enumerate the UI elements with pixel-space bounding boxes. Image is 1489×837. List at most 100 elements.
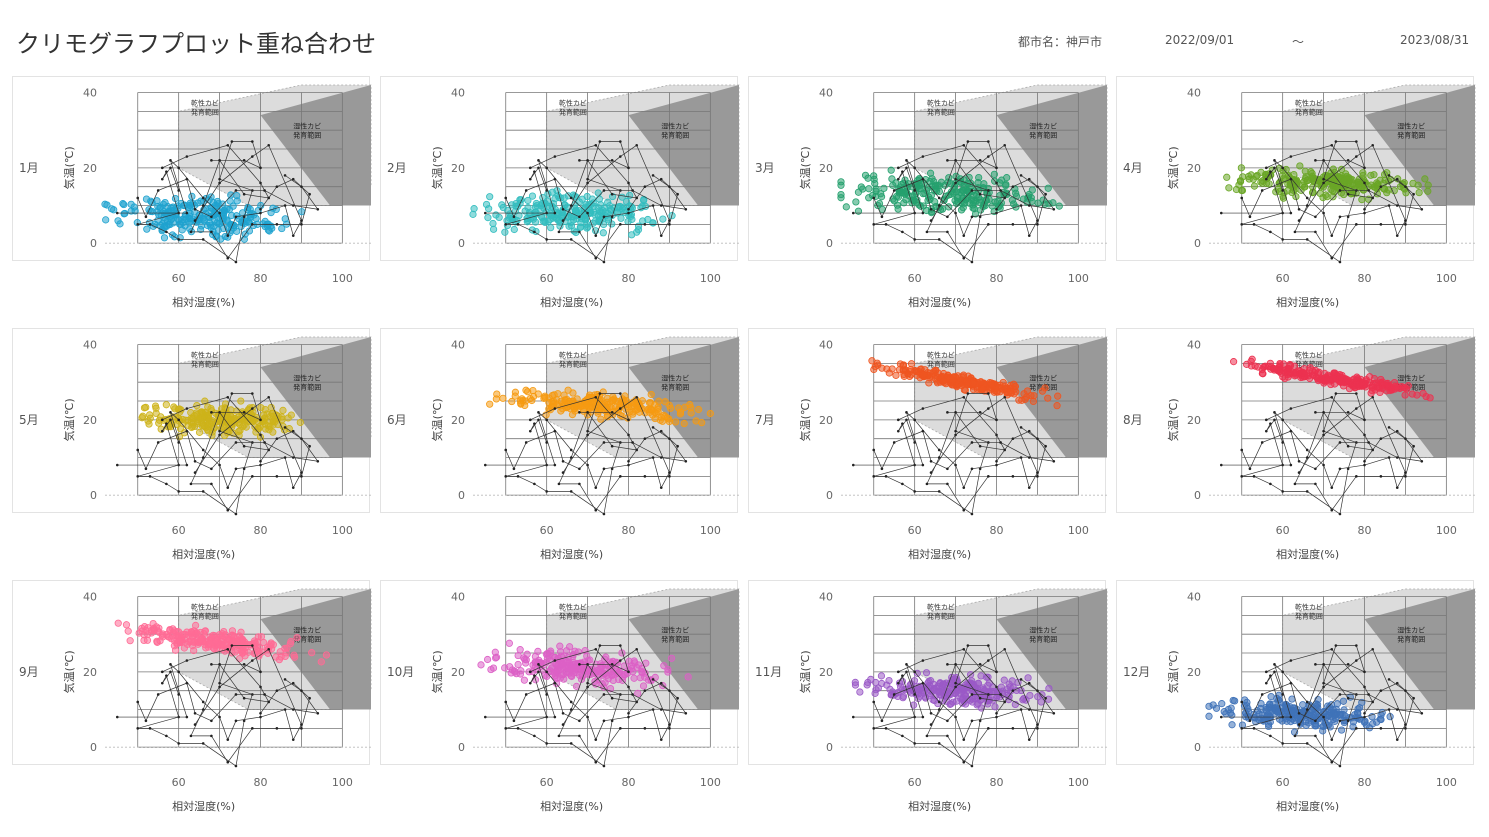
climograph-point: [995, 166, 998, 170]
climograph-point: [631, 693, 634, 696]
data-point: [661, 398, 669, 406]
data-point: [894, 689, 902, 697]
climograph-point: [201, 490, 205, 493]
climograph-point: [528, 429, 532, 433]
climograph-point: [1252, 475, 1256, 478]
data-point: [978, 385, 987, 393]
data-point: [1299, 701, 1307, 709]
climograph-point: [937, 196, 941, 200]
climograph-point: [946, 411, 949, 414]
climograph-point: [619, 407, 622, 410]
data-point: [900, 199, 908, 207]
climograph-point: [528, 418, 532, 422]
climograph-point: [275, 727, 279, 730]
data-point: [1209, 701, 1217, 709]
climograph-point: [545, 238, 548, 241]
climograph-line: [1266, 396, 1415, 511]
data-point: [1376, 176, 1384, 184]
month-label: 11月: [755, 665, 783, 679]
climograph-point: [921, 681, 925, 685]
data-point: [1319, 727, 1327, 735]
climograph-point: [921, 211, 925, 215]
climograph-point: [242, 159, 246, 162]
climograph-point: [169, 418, 172, 422]
climograph-point: [635, 143, 638, 147]
climograph-point: [1281, 490, 1284, 493]
y-tick-label: 0: [90, 489, 97, 502]
climograph-point: [1052, 459, 1056, 463]
data-point: [243, 640, 251, 648]
climograph-point: [1027, 708, 1031, 711]
data-point: [954, 198, 962, 206]
climograph-point: [619, 644, 622, 647]
data-point: [236, 426, 244, 435]
data-point: [156, 204, 164, 212]
climograph-point: [643, 689, 647, 692]
data-point: [854, 188, 863, 196]
climograph-point: [1363, 670, 1366, 674]
data-point: [571, 647, 579, 655]
climograph-point: [995, 181, 998, 185]
climograph-point: [561, 207, 565, 211]
data-point: [951, 689, 959, 697]
data-point: [594, 409, 602, 417]
climograph-point: [561, 711, 565, 715]
y-tick-label: 20: [1187, 414, 1201, 427]
data-point: [1254, 363, 1262, 371]
climograph-point: [1330, 256, 1334, 260]
data-point: [120, 200, 128, 209]
climograph-point: [1314, 230, 1317, 234]
climograph-point: [631, 441, 634, 444]
data-point: [554, 217, 563, 225]
data-point: [1336, 378, 1345, 386]
data-point: [548, 398, 556, 406]
data-point: [209, 631, 217, 639]
data-point: [1343, 175, 1351, 183]
climograph-point: [1305, 238, 1309, 241]
data-point: [564, 386, 572, 394]
data-point: [583, 192, 591, 201]
climograph-point: [1355, 659, 1358, 662]
climograph-point: [516, 223, 520, 226]
climograph-point: [1027, 738, 1031, 741]
x-tick-label: 100: [1068, 524, 1089, 537]
data-point: [171, 194, 180, 203]
climograph-point: [226, 395, 230, 399]
climograph-point: [921, 429, 925, 433]
data-point: [1034, 693, 1042, 701]
chart-panel: 12月 乾性カビ 発育範囲 湿性カビ 発育範囲 0 20 40 60 80 100 気温(℃) 相対湿度…: [1116, 580, 1476, 813]
data-point: [495, 213, 503, 222]
data-point: [919, 370, 927, 379]
climograph-point: [1052, 711, 1056, 715]
climograph-point: [586, 433, 589, 437]
data-point: [577, 403, 585, 411]
data-point: [567, 672, 575, 680]
data-point: [885, 369, 893, 377]
climograph-point: [528, 681, 532, 685]
climograph-point: [1404, 185, 1407, 188]
climograph-point: [668, 185, 671, 188]
climograph-point: [504, 700, 508, 704]
climograph-point: [561, 459, 565, 463]
x-tick-label: 80: [990, 272, 1004, 285]
data-point: [907, 360, 916, 368]
climograph-line: [1266, 648, 1415, 763]
climograph-point: [1412, 696, 1415, 700]
climograph-point: [987, 223, 990, 226]
climograph-point: [987, 727, 990, 730]
data-point: [233, 638, 241, 646]
climograph-point: [160, 177, 164, 181]
climograph-point: [602, 189, 606, 192]
climograph-point: [1330, 508, 1334, 512]
data-point: [896, 360, 905, 368]
climograph-point: [1330, 647, 1334, 651]
data-point: [1337, 711, 1345, 719]
data-point: [1366, 724, 1374, 732]
climograph-point: [1346, 696, 1350, 700]
climograph-point: [1019, 426, 1023, 429]
climograph-point: [1363, 711, 1366, 715]
climograph-point: [684, 207, 688, 211]
climograph-point: [185, 177, 189, 181]
dry-zone-label: 乾性カビ: [559, 99, 587, 108]
